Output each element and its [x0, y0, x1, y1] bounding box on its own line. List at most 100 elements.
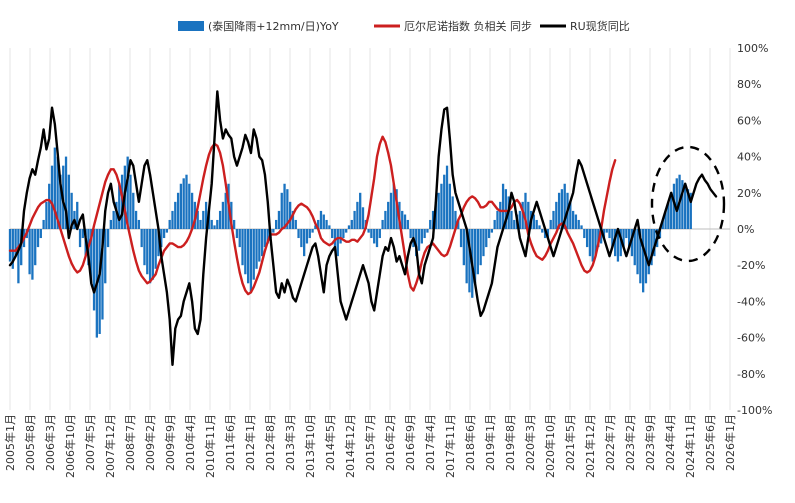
- bar: [294, 219, 297, 229]
- bar: [409, 229, 412, 239]
- bar: [490, 229, 494, 233]
- bar: [636, 229, 639, 275]
- bar: [367, 229, 370, 233]
- x-tick-label: 2006年3月: [43, 414, 57, 471]
- bar: [538, 225, 541, 229]
- bar: [485, 229, 488, 248]
- bar: [347, 225, 351, 229]
- bar: [199, 219, 202, 229]
- bar: [92, 229, 96, 311]
- bar: [188, 183, 191, 229]
- bar: [571, 210, 575, 229]
- x-tick-label: 2021年12月: [583, 414, 597, 478]
- bar: [232, 219, 236, 229]
- x-tick-label: 2020年3月: [523, 414, 537, 471]
- x-tick-label: 2012年8月: [263, 414, 277, 471]
- bar: [266, 229, 269, 244]
- bar: [59, 174, 62, 229]
- bar: [31, 229, 34, 280]
- y-tick-label: -60%: [737, 332, 765, 345]
- bar: [258, 229, 261, 262]
- axes-layer: 2005年1月 2005年8月 2006年3月 2006年10月 2007年5月 2007…: [3, 42, 772, 478]
- bar: [56, 156, 59, 229]
- bar: [104, 229, 107, 284]
- bar: [165, 229, 169, 233]
- legend-swatch: [178, 21, 204, 31]
- y-tick-label: 20%: [737, 187, 761, 200]
- bar: [322, 214, 325, 229]
- bar: [541, 229, 544, 233]
- y-tick-label: 80%: [737, 78, 761, 91]
- bar: [583, 229, 586, 239]
- bar: [454, 210, 457, 229]
- bar: [681, 180, 684, 229]
- bar: [333, 229, 337, 248]
- bar: [297, 229, 300, 239]
- x-tick-label: 2005年8月: [23, 414, 37, 471]
- bar: [39, 229, 42, 239]
- x-tick-label: 2022年7月: [603, 414, 617, 471]
- bar: [176, 192, 180, 229]
- bar: [289, 201, 292, 229]
- bar: [146, 229, 149, 275]
- bar: [459, 229, 463, 248]
- bar: [448, 183, 451, 229]
- bar: [443, 174, 446, 229]
- bar: [67, 174, 70, 229]
- bar: [378, 229, 381, 239]
- bar: [300, 229, 303, 248]
- bar: [336, 229, 339, 257]
- y-tick-label: 40%: [737, 151, 761, 164]
- x-tick-label: 2012年1月: [243, 414, 257, 471]
- x-tick-label: 2025年6月: [703, 414, 717, 471]
- bar: [168, 219, 171, 229]
- bar: [381, 219, 384, 229]
- bar: [8, 229, 12, 262]
- bar: [639, 229, 642, 284]
- bar: [90, 229, 93, 284]
- bar: [577, 219, 580, 229]
- bar: [479, 229, 482, 266]
- bar: [171, 210, 174, 229]
- x-tick-label: 2013年3月: [283, 414, 297, 471]
- bar: [317, 219, 320, 229]
- bar: [611, 229, 614, 248]
- legend: (泰国降雨+12mm/日)YoY 厄尔尼诺指数 负相关 同步 RU现货同比: [178, 19, 630, 33]
- bar: [350, 219, 353, 229]
- y-tick-label: -80%: [737, 368, 765, 381]
- bar: [162, 229, 166, 239]
- x-tick-label: 2010年4月: [183, 414, 197, 471]
- bar: [608, 229, 611, 239]
- bar: [216, 219, 219, 229]
- bar: [437, 192, 440, 229]
- bar: [76, 201, 79, 229]
- bar: [255, 229, 258, 269]
- x-tick-label: 2013年10月: [303, 414, 317, 478]
- annotation-ellipse: [650, 145, 726, 263]
- bar: [373, 229, 376, 244]
- bar: [392, 183, 395, 229]
- bar: [11, 229, 14, 269]
- bar: [647, 229, 650, 275]
- bar: [403, 214, 407, 229]
- bar: [345, 229, 348, 233]
- bar: [132, 192, 135, 229]
- bar: [423, 229, 426, 239]
- bar: [667, 201, 670, 229]
- bar: [510, 210, 513, 229]
- bar: [445, 165, 449, 229]
- x-tick-label: 2014年12月: [343, 414, 357, 478]
- bar: [308, 229, 311, 239]
- bar: [339, 229, 342, 244]
- x-tick-label: 2008年7月: [123, 414, 137, 471]
- bar: [630, 229, 634, 257]
- bar: [431, 210, 435, 229]
- grid-layer: [9, 48, 731, 410]
- x-tick-label: 2018年6月: [463, 414, 477, 471]
- bar: [218, 210, 222, 229]
- bar: [210, 219, 213, 229]
- bar: [401, 210, 404, 229]
- bar: [185, 174, 188, 229]
- x-tick-label: 2010年11月: [203, 414, 217, 478]
